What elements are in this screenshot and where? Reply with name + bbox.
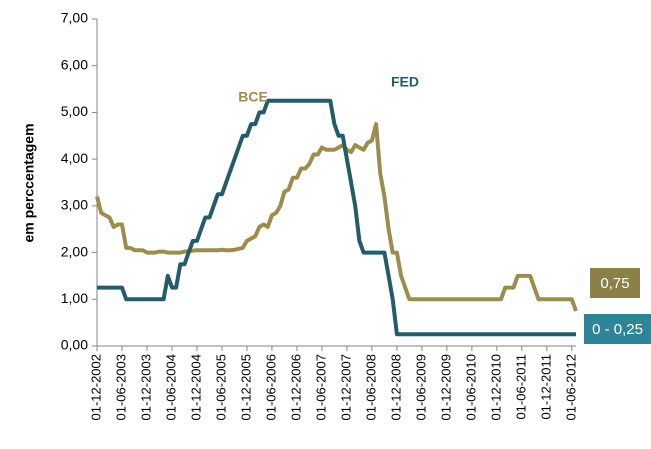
series-label: BCE (238, 89, 268, 105)
end-label-box (584, 314, 651, 344)
x-tick-label: 01-12-2007 (338, 354, 353, 421)
end-label-box (590, 268, 640, 298)
x-tick-label: 01-06-2004 (163, 354, 178, 421)
x-tick-label: 01-12-2009 (438, 354, 453, 421)
series-label: FED (391, 74, 419, 90)
y-tick-label: 1,00 (61, 290, 88, 306)
y-axis-label: em perccentagem (21, 123, 37, 242)
x-tick-label: 01-12-2010 (488, 354, 503, 421)
x-tick-label: 01-12-2011 (538, 354, 553, 420)
x-tick-label: 01-06-2005 (213, 354, 228, 421)
x-tick-label: 01-06-2003 (113, 354, 128, 421)
y-tick-label: 3,00 (61, 197, 88, 213)
x-tick-label: 01-12-2008 (388, 354, 403, 421)
line-series (97, 98, 576, 337)
x-tick-label: 01-12-2005 (238, 354, 253, 421)
x-tick-label: 01-12-2002 (88, 354, 103, 421)
x-tick-label: 01-12-2004 (188, 354, 203, 421)
x-tick-label: 01-12-2003 (138, 354, 153, 421)
y-tick-label: 7,00 (61, 10, 88, 26)
line-series (95, 122, 578, 312)
y-tick-label: 2,00 (61, 243, 88, 259)
x-tick-label: 01-06-2011 (513, 354, 528, 420)
x-tick-label: 01-06-2012 (563, 354, 578, 421)
x-tick-label: 01-12-2006 (288, 354, 303, 421)
x-tick-label: 01-06-2008 (363, 354, 378, 421)
y-tick-label: 5,00 (61, 103, 88, 119)
end-label: 0,75 (600, 275, 629, 292)
x-tick-label: 01-06-2006 (263, 354, 278, 421)
y-tick-label: 6,00 (61, 56, 88, 72)
end-label: 0 - 0,25 (592, 321, 643, 338)
x-tick-label: 01-06-2007 (313, 354, 328, 421)
x-tick-label: 01-06-2009 (413, 354, 428, 421)
y-tick-label: 4,00 (61, 150, 88, 166)
y-tick-label: 0,00 (61, 337, 88, 353)
x-tick-label: 01-06-2010 (463, 354, 478, 421)
